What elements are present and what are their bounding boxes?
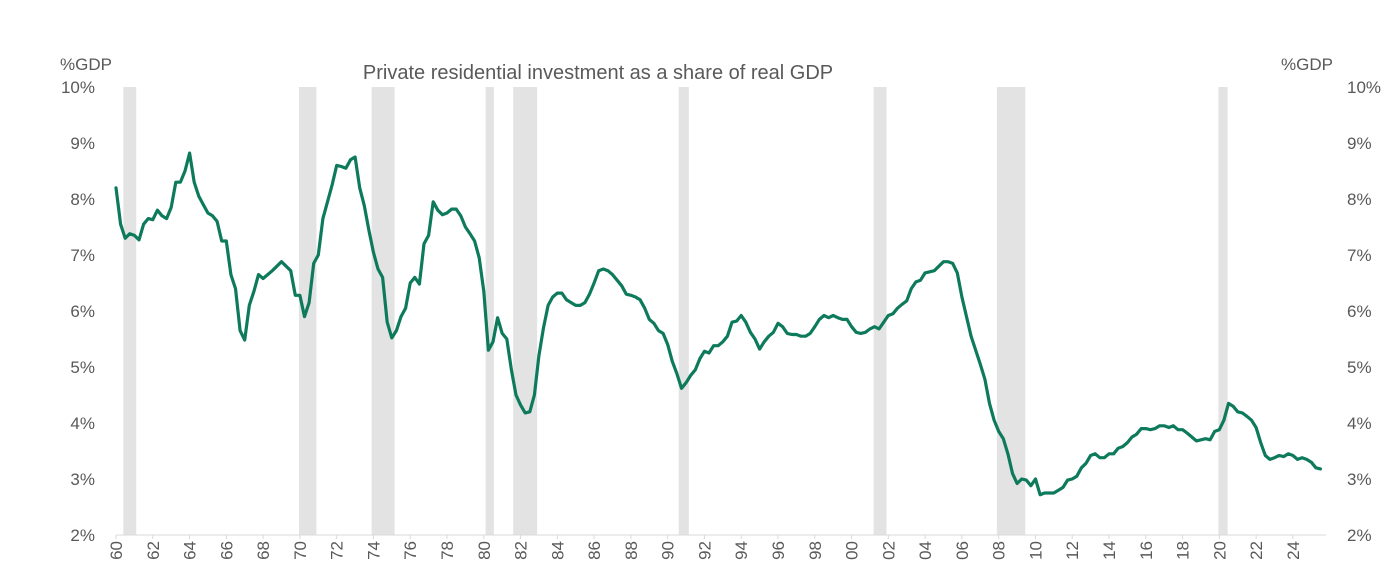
x-tick-label: 20 <box>1210 541 1229 560</box>
x-axis-ticks: 60 62 64 66 68 70 72 74 76 78 80 82 84 86 88 90 92 94 96 98… <box>107 535 1303 560</box>
x-tick-label: 72 <box>328 541 347 560</box>
x-tick-label: 24 <box>1284 541 1303 560</box>
recession-band <box>1218 87 1228 535</box>
x-tick-label: 80 <box>475 541 494 560</box>
y-tick-label-right: 4% <box>1347 414 1372 433</box>
x-tick-label: 10 <box>1026 541 1045 560</box>
y-tick-label-left: 9% <box>70 134 95 153</box>
x-tick-label: 92 <box>695 541 714 560</box>
y-tick-label-right: 6% <box>1347 302 1372 321</box>
x-tick-label: 08 <box>990 541 1009 560</box>
x-tick-label: 84 <box>548 541 567 560</box>
y-tick-label-left: 7% <box>70 246 95 265</box>
y-tick-label-left: 8% <box>70 190 95 209</box>
x-tick-label: 88 <box>622 541 641 560</box>
y-tick-label-left: 6% <box>70 302 95 321</box>
y-tick-label-right: 9% <box>1347 134 1372 153</box>
recession-band <box>996 87 1026 535</box>
x-tick-label: 16 <box>1137 541 1156 560</box>
x-tick-label: 74 <box>364 541 383 560</box>
recession-band <box>123 87 137 535</box>
x-tick-label: 12 <box>1063 541 1082 560</box>
y-tick-label-left: 2% <box>70 526 95 545</box>
x-tick-label: 82 <box>512 541 531 560</box>
x-tick-label: 06 <box>953 541 972 560</box>
x-tick-label: 68 <box>254 541 273 560</box>
x-tick-label: 86 <box>585 541 604 560</box>
x-tick-label: 60 <box>107 541 126 560</box>
x-tick-label: 94 <box>732 541 751 560</box>
recession-band <box>678 87 689 535</box>
recession-band <box>371 87 395 535</box>
x-tick-label: 62 <box>144 541 163 560</box>
x-tick-label: 66 <box>217 541 236 560</box>
y-axis-label-left: %GDP <box>60 55 112 74</box>
x-tick-label: 96 <box>769 541 788 560</box>
y-tick-label-right: 8% <box>1347 190 1372 209</box>
x-tick-label: 90 <box>659 541 678 560</box>
recession-bands <box>123 87 1228 535</box>
y-tick-label-right: 5% <box>1347 358 1372 377</box>
x-tick-label: 78 <box>438 541 457 560</box>
x-tick-label: 64 <box>181 541 200 560</box>
y-tick-label-right: 3% <box>1347 470 1372 489</box>
recession-band <box>513 87 538 535</box>
y-axis-left: 2% 3% 4% 5% 6% 7% 8% 9% 10% <box>61 78 95 545</box>
y-tick-label-right: 10% <box>1347 78 1381 97</box>
chart-title: Private residential investment as a shar… <box>363 62 833 84</box>
series-line <box>114 151 1323 497</box>
y-tick-label-left: 5% <box>70 358 95 377</box>
x-tick-label: 18 <box>1174 541 1193 560</box>
x-tick-label: 00 <box>843 541 862 560</box>
y-tick-label-left: 3% <box>70 470 95 489</box>
x-tick-label: 98 <box>806 541 825 560</box>
y-tick-label-left: 4% <box>70 414 95 433</box>
x-tick-label: 14 <box>1100 541 1119 560</box>
y-tick-label-right: 2% <box>1347 526 1372 545</box>
y-axis-label-right: %GDP <box>1281 55 1333 74</box>
y-axis-right: 2% 3% 4% 5% 6% 7% 8% 9% 10% <box>1347 78 1381 545</box>
y-tick-label-left: 10% <box>61 78 95 97</box>
x-tick-label: 76 <box>401 541 420 560</box>
x-tick-label: 04 <box>916 541 935 560</box>
x-tick-label: 70 <box>291 541 310 560</box>
x-tick-label: 22 <box>1247 541 1266 560</box>
y-tick-label-right: 7% <box>1347 246 1372 265</box>
recession-band <box>485 87 494 535</box>
x-tick-label: 02 <box>879 541 898 560</box>
recession-band <box>873 87 887 535</box>
